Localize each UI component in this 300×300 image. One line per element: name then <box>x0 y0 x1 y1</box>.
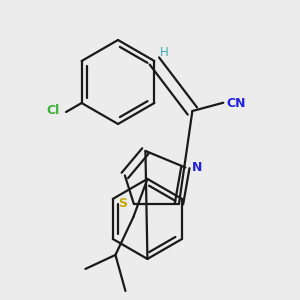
Text: S: S <box>118 197 127 210</box>
Text: Cl: Cl <box>47 103 60 116</box>
Text: H: H <box>160 46 169 59</box>
Text: CN: CN <box>226 97 246 110</box>
Text: N: N <box>192 161 203 174</box>
